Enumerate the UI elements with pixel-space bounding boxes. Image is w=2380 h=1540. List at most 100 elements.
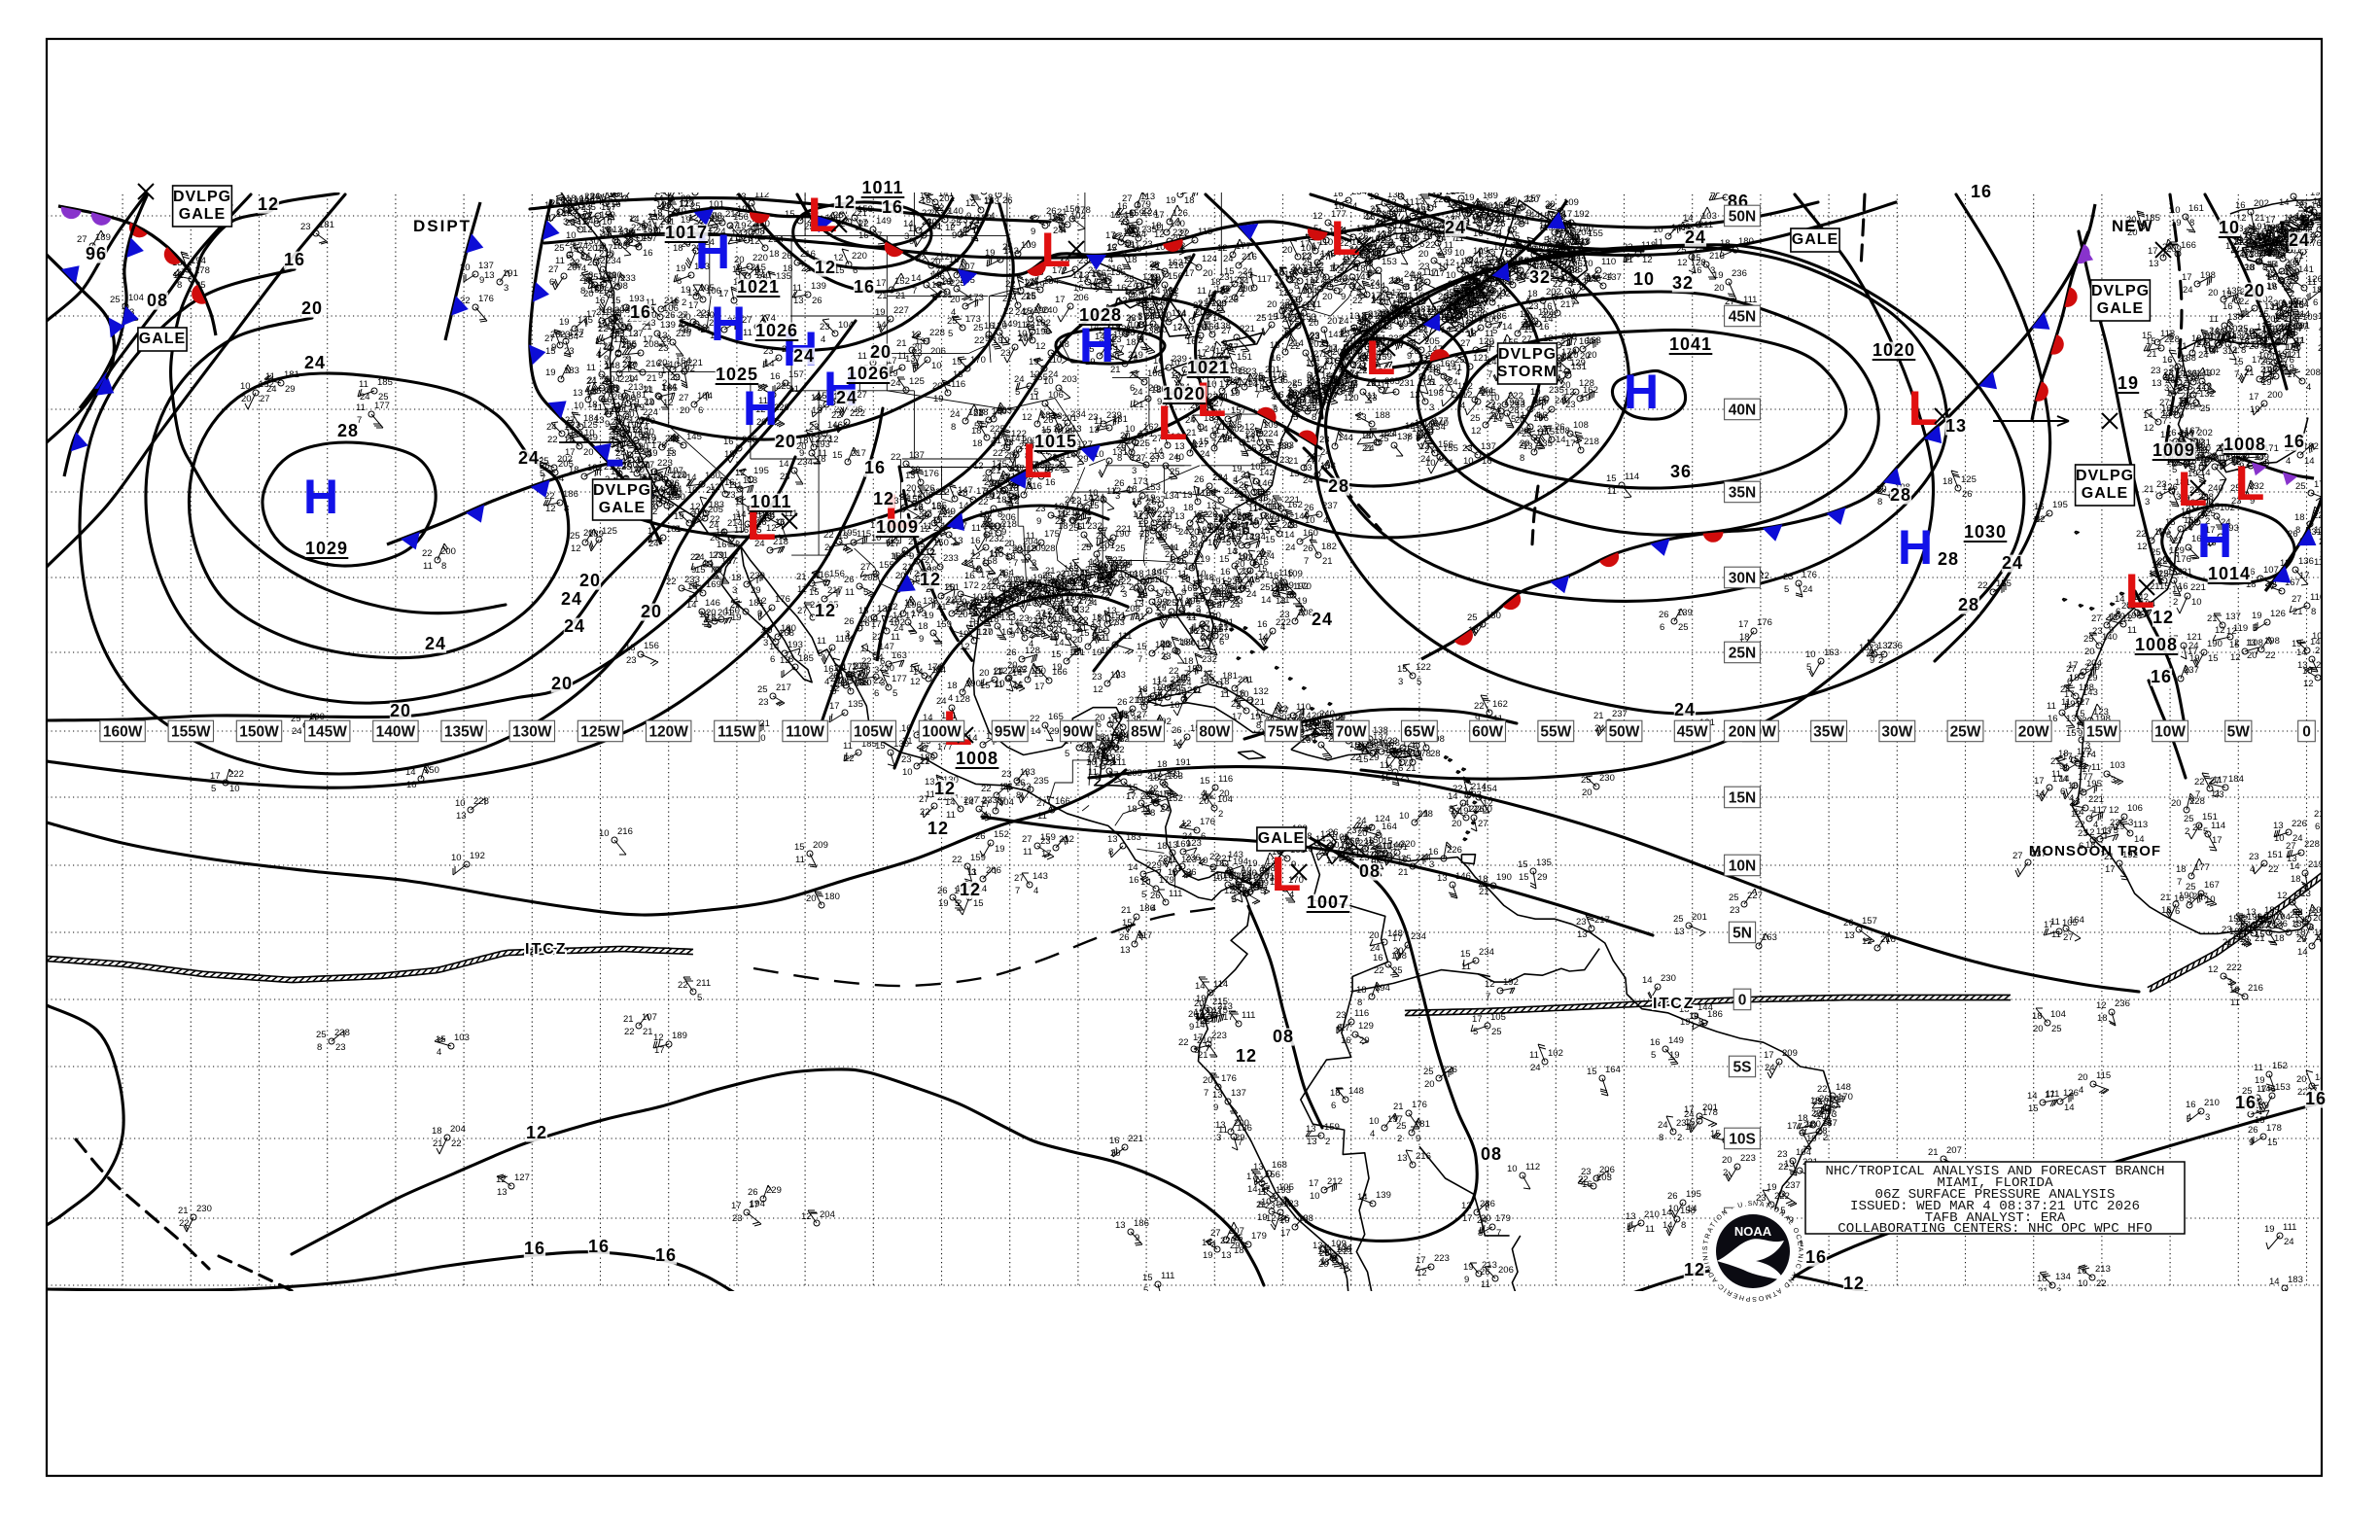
svg-text:216: 216 (1169, 261, 1184, 271)
svg-text:14: 14 (1254, 572, 1265, 582)
svg-text:NEW: NEW (2112, 217, 2153, 235)
svg-text:130W: 130W (512, 724, 552, 741)
svg-text:12: 12 (571, 543, 581, 554)
svg-text:19: 19 (1034, 280, 1045, 291)
svg-text:14: 14 (1139, 524, 1150, 535)
svg-text:18: 18 (586, 387, 597, 398)
svg-text:196: 196 (906, 600, 922, 611)
svg-text:23: 23 (758, 697, 769, 708)
svg-text:20: 20 (1290, 262, 1301, 273)
svg-text:16: 16 (2222, 301, 2233, 312)
svg-text:14: 14 (624, 227, 635, 237)
svg-text:120W: 120W (648, 724, 688, 741)
svg-text:15N: 15N (1729, 790, 1756, 807)
svg-text:129: 129 (1358, 1021, 1374, 1032)
svg-text:25: 25 (1729, 892, 1739, 903)
svg-text:28: 28 (1817, 1126, 1828, 1137)
svg-text:214: 214 (1416, 853, 1431, 863)
svg-text:12: 12 (545, 504, 556, 514)
svg-text:140: 140 (755, 270, 771, 281)
svg-text:155W: 155W (171, 724, 211, 741)
svg-text:14: 14 (1150, 286, 1161, 297)
svg-text:14: 14 (1352, 339, 1363, 350)
svg-text:2: 2 (613, 237, 618, 248)
svg-text:21: 21 (1374, 844, 1384, 855)
svg-text:16: 16 (1284, 269, 1295, 280)
svg-text:20: 20 (919, 511, 929, 522)
svg-text:18: 18 (1798, 1113, 1808, 1124)
svg-text:18: 18 (643, 231, 653, 242)
svg-text:27: 27 (2292, 594, 2302, 605)
svg-text:27: 27 (925, 555, 935, 566)
svg-text:23: 23 (1279, 455, 1290, 466)
svg-text:20: 20 (1194, 998, 1205, 1009)
svg-text:21: 21 (178, 1206, 189, 1216)
svg-text:5: 5 (2203, 826, 2208, 837)
svg-text:17: 17 (1472, 215, 1483, 226)
svg-text:157: 157 (642, 233, 657, 244)
svg-text:23: 23 (560, 330, 571, 340)
svg-text:14: 14 (1125, 325, 1136, 335)
svg-text:115: 115 (857, 529, 871, 540)
svg-text:112: 112 (1525, 1162, 1540, 1172)
svg-text:150: 150 (1065, 204, 1080, 215)
svg-text:16: 16 (1073, 283, 1084, 294)
svg-text:STORM: STORM (1497, 364, 1558, 380)
svg-text:12: 12 (2303, 679, 2314, 689)
svg-text:164: 164 (676, 356, 691, 367)
svg-text:12: 12 (960, 642, 970, 652)
svg-text:18: 18 (1092, 612, 1102, 623)
svg-text:21: 21 (1261, 455, 1272, 466)
svg-text:26: 26 (1190, 401, 1201, 411)
svg-text:20: 20 (689, 507, 700, 517)
svg-text:19: 19 (1767, 1182, 1777, 1193)
svg-text:1020: 1020 (1163, 384, 1206, 403)
svg-text:23: 23 (1219, 272, 1230, 283)
svg-text:102: 102 (2220, 503, 2235, 513)
svg-text:23: 23 (1014, 586, 1025, 597)
svg-text:22: 22 (992, 478, 1002, 489)
svg-text:15: 15 (1219, 554, 1230, 565)
svg-text:184: 184 (1204, 413, 1219, 424)
svg-text:10: 10 (2302, 666, 2313, 677)
svg-text:20: 20 (657, 358, 668, 368)
svg-text:21: 21 (2255, 933, 2265, 944)
svg-text:3: 3 (1032, 558, 1036, 569)
svg-text:218: 218 (1880, 934, 1896, 945)
svg-text:3: 3 (2145, 497, 2150, 508)
svg-text:11: 11 (1306, 290, 1315, 300)
svg-text:18: 18 (2274, 933, 2285, 944)
svg-text:178: 178 (1537, 241, 1553, 252)
svg-text:11: 11 (954, 594, 963, 605)
svg-text:21: 21 (1053, 625, 1064, 636)
svg-text:19: 19 (2261, 377, 2272, 388)
svg-text:14: 14 (1685, 1122, 1696, 1133)
svg-text:12: 12 (1213, 583, 1224, 594)
svg-text:23: 23 (1623, 242, 1633, 253)
svg-text:13: 13 (484, 270, 495, 281)
svg-text:22: 22 (861, 656, 872, 667)
svg-text:166: 166 (1204, 322, 1219, 332)
svg-text:12: 12 (567, 206, 578, 217)
svg-text:231: 231 (713, 550, 728, 561)
svg-text:19: 19 (710, 331, 720, 341)
svg-text:18: 18 (930, 221, 941, 231)
svg-text:12: 12 (1496, 303, 1507, 314)
svg-text:3: 3 (1242, 482, 1246, 493)
svg-text:6: 6 (988, 589, 993, 600)
svg-text:24: 24 (615, 448, 626, 459)
svg-text:139: 139 (2245, 332, 2260, 342)
svg-text:16: 16 (1473, 228, 1484, 239)
svg-text:2: 2 (1240, 289, 1244, 299)
svg-text:23: 23 (1025, 320, 1035, 331)
svg-text:21: 21 (1451, 806, 1461, 817)
svg-text:237: 237 (1322, 501, 1338, 511)
svg-text:25: 25 (1467, 612, 1478, 623)
svg-text:22: 22 (1001, 579, 1012, 590)
svg-text:11: 11 (992, 436, 1001, 446)
svg-text:157: 157 (601, 202, 616, 213)
svg-text:21: 21 (1135, 612, 1145, 622)
svg-text:2: 2 (662, 378, 667, 389)
svg-text:19: 19 (1669, 1050, 1680, 1061)
svg-text:1021: 1021 (1187, 358, 1230, 377)
